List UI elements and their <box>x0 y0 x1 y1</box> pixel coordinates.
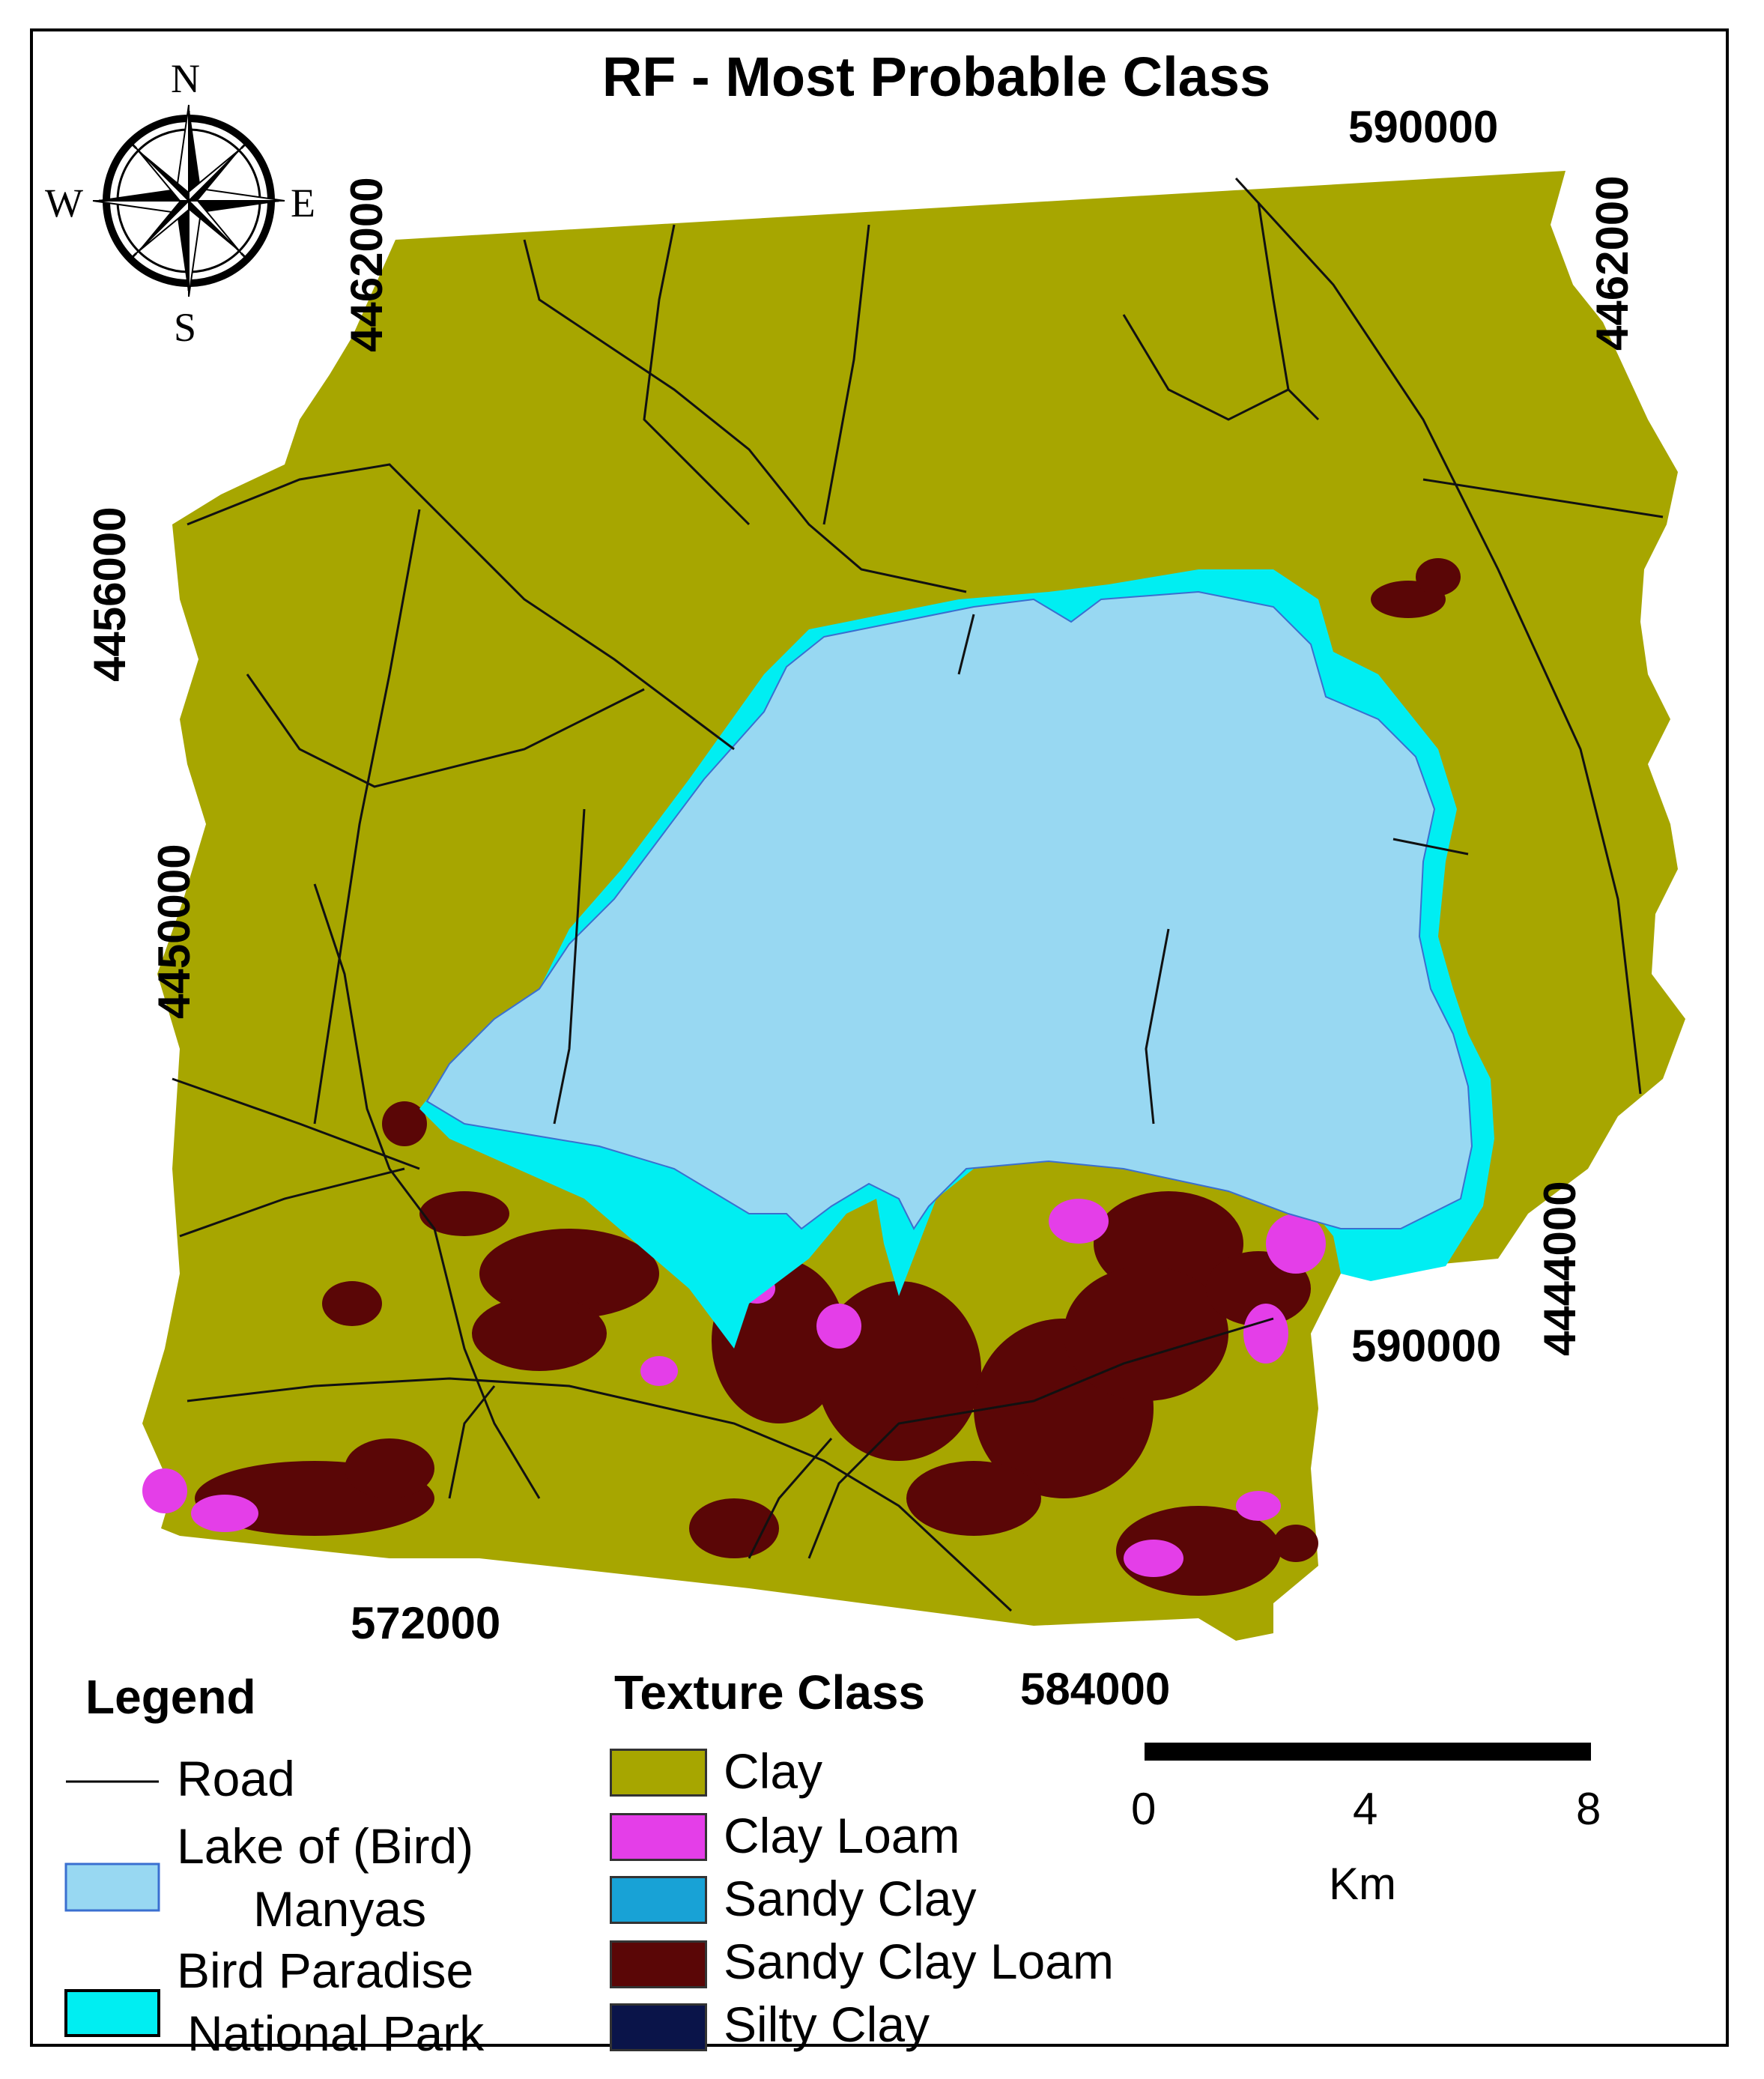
legend-lake-label-2: Manyas <box>253 1881 427 1937</box>
coord-top-right-x: 590000 <box>1348 102 1499 152</box>
texture-label-silty-clay: Silty Clay <box>724 1997 930 2052</box>
texture-swatch-silty-clay <box>610 2003 707 2051</box>
texture-swatch-clay-loam <box>610 1813 707 1861</box>
texture-swatch-clay <box>610 1749 707 1797</box>
texture-label-clay: Clay <box>724 1743 823 1799</box>
map-frame <box>30 28 1729 2047</box>
road-network <box>172 177 1664 1612</box>
coord-bottom-right-x: 590000 <box>1351 1321 1502 1371</box>
map-title: RF - Most Probable Class <box>601 46 1271 108</box>
lake-manyas <box>425 590 1473 1230</box>
compass-east-label: E <box>291 181 315 226</box>
legend-heading: Legend <box>85 1670 256 1724</box>
scale-bar <box>1145 1743 1591 1761</box>
coord-bottom-x2: 584000 <box>1020 1664 1171 1714</box>
legend-park-label-1: Bird Paradise <box>177 1943 474 1998</box>
compass-north-label: N <box>171 56 200 101</box>
scale-tick-0: 0 <box>1131 1784 1157 1834</box>
compass-south-label: S <box>174 305 197 350</box>
coord-left-y-mid: 4456000 <box>85 506 135 682</box>
coord-left-y-low: 4450000 <box>149 844 199 1019</box>
texture-heading: Texture Class <box>614 1665 925 1719</box>
compass-rose-icon <box>92 104 285 297</box>
legend-park-label-2: National Park <box>187 2006 485 2061</box>
scale-tick-8: 8 <box>1576 1784 1601 1834</box>
texture-label-sandy-clay: Sandy Clay <box>724 1871 977 1926</box>
coord-right-y-low: 4444000 <box>1535 1181 1585 1356</box>
legend-road-label: Road <box>177 1751 295 1806</box>
legend-lake-swatch <box>64 1862 160 1912</box>
coord-left-y-top: 4462000 <box>342 177 392 352</box>
texture-label-sandy-clay-loam: Sandy Clay Loam <box>724 1934 1114 1989</box>
coord-right-y-top: 4462000 <box>1587 175 1637 351</box>
scale-unit-label: Km <box>1329 1859 1396 1909</box>
scale-tick-4: 4 <box>1353 1784 1378 1834</box>
legend-lake-label-1: Lake of (Bird) <box>177 1818 474 1874</box>
texture-swatch-sandy-clay-loam <box>610 1940 707 1988</box>
texture-swatch-sandy-clay <box>610 1876 707 1924</box>
legend-park-swatch <box>64 1989 160 2037</box>
compass-west-label: W <box>45 181 83 226</box>
texture-label-clay-loam: Clay Loam <box>724 1808 960 1863</box>
clay-loam-patches <box>142 1199 1326 1577</box>
coord-bottom-x1: 572000 <box>351 1598 501 1648</box>
